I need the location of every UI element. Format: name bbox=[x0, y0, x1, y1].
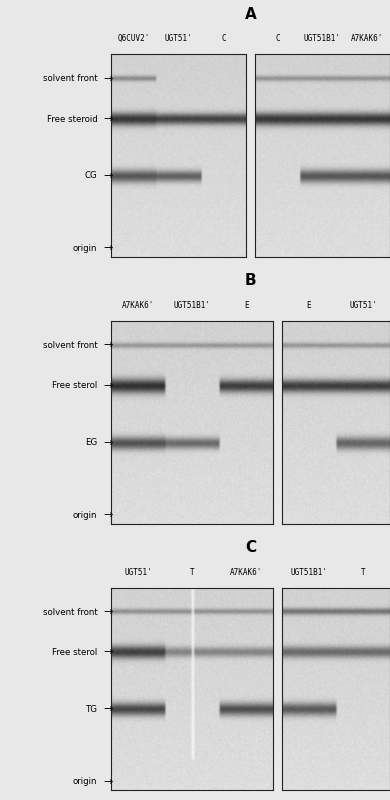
Text: →: → bbox=[103, 243, 113, 254]
Text: UGT51B1': UGT51B1' bbox=[291, 567, 328, 577]
Text: →: → bbox=[103, 704, 113, 714]
Text: C: C bbox=[245, 540, 256, 555]
Text: →: → bbox=[103, 777, 113, 787]
Text: CG: CG bbox=[85, 171, 98, 181]
Text: T: T bbox=[361, 567, 365, 577]
Text: A7KAK6': A7KAK6' bbox=[351, 34, 384, 43]
Text: UGT51B1': UGT51B1' bbox=[174, 301, 211, 310]
Text: T: T bbox=[190, 567, 195, 577]
Text: →: → bbox=[103, 340, 113, 350]
Text: A7KAK6': A7KAK6' bbox=[122, 301, 154, 310]
Text: E: E bbox=[307, 301, 311, 310]
Text: →: → bbox=[103, 114, 113, 124]
Text: A7KAK6': A7KAK6' bbox=[230, 567, 262, 577]
Text: Free sterol: Free sterol bbox=[52, 382, 98, 390]
Text: →: → bbox=[103, 647, 113, 658]
Text: →: → bbox=[103, 74, 113, 84]
Text: UGT51': UGT51' bbox=[349, 301, 377, 310]
Text: origin: origin bbox=[73, 778, 98, 786]
Text: →: → bbox=[103, 510, 113, 520]
Text: →: → bbox=[103, 607, 113, 617]
Text: UGT51B1': UGT51B1' bbox=[304, 34, 341, 43]
Text: solvent front: solvent front bbox=[43, 341, 98, 350]
Text: →: → bbox=[103, 381, 113, 391]
Text: solvent front: solvent front bbox=[43, 74, 98, 83]
Text: EG: EG bbox=[85, 438, 98, 447]
Text: UGT51': UGT51' bbox=[124, 567, 152, 577]
Text: Free sterol: Free sterol bbox=[52, 648, 98, 657]
Text: Free steroid: Free steroid bbox=[47, 114, 98, 124]
Text: solvent front: solvent front bbox=[43, 607, 98, 617]
Text: Q6CUV2': Q6CUV2' bbox=[117, 34, 150, 43]
Text: →: → bbox=[103, 171, 113, 181]
Text: E: E bbox=[244, 301, 248, 310]
Text: B: B bbox=[245, 274, 256, 288]
Text: C: C bbox=[222, 34, 226, 43]
Text: →: → bbox=[103, 438, 113, 448]
Text: origin: origin bbox=[73, 510, 98, 520]
Text: UGT51': UGT51' bbox=[165, 34, 193, 43]
Text: TG: TG bbox=[85, 705, 98, 714]
Text: C: C bbox=[275, 34, 280, 43]
Text: A: A bbox=[245, 6, 257, 22]
Text: origin: origin bbox=[73, 244, 98, 253]
